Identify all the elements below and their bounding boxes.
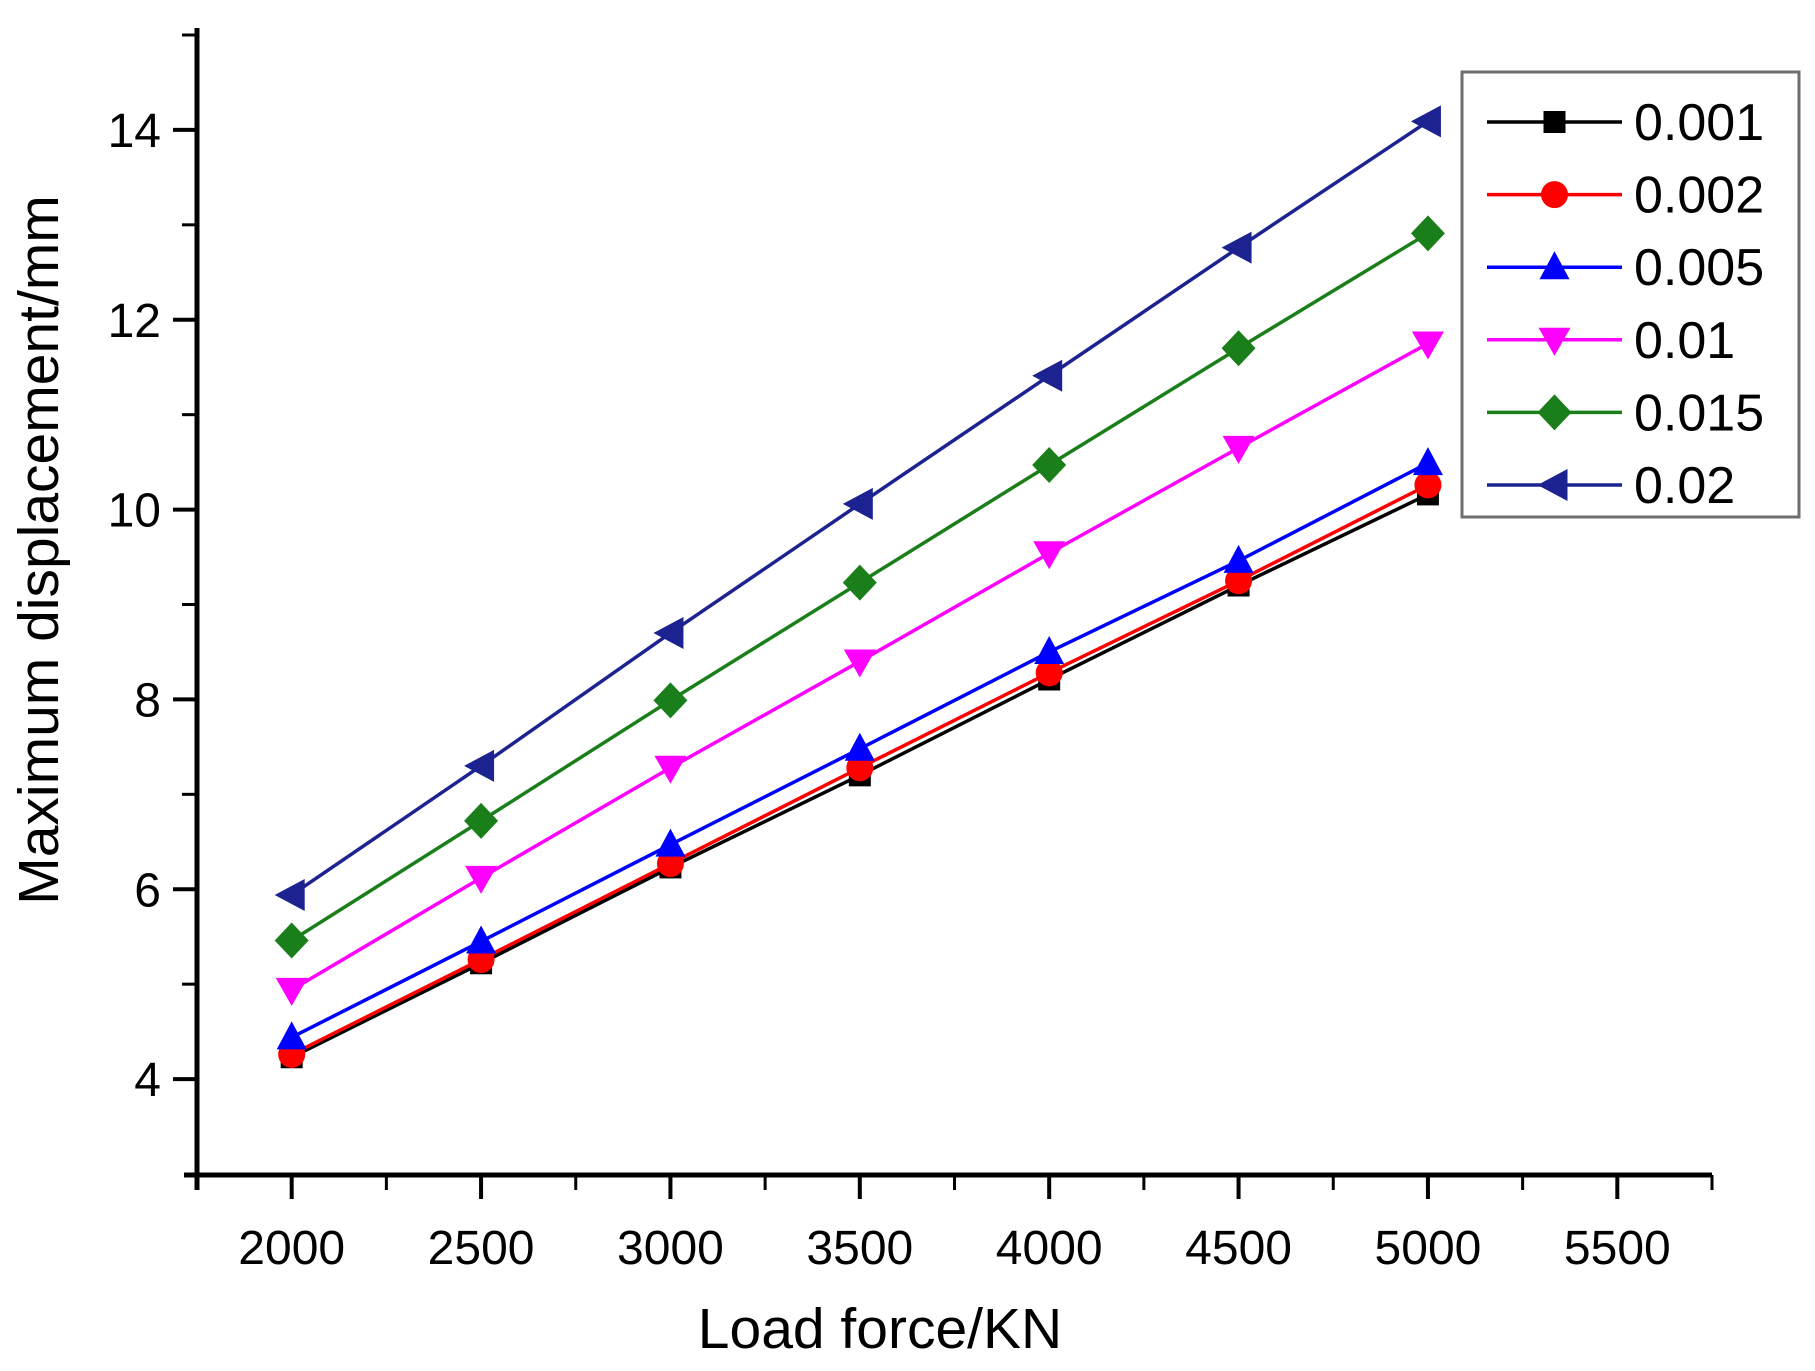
legend-entry: 0.001 [1487,94,1764,152]
data-point-marker [844,732,875,761]
y-tick-label: 4 [134,1054,161,1107]
data-point-marker [1032,359,1063,392]
data-point-marker [1538,327,1571,356]
data-point-marker [274,878,305,911]
data-point-marker [843,649,876,678]
data-point-marker [465,865,498,894]
data-point-marker [1223,544,1254,573]
data-series-layer [274,105,1445,1069]
data-point-marker [274,922,309,959]
x-axis-title: Load force/KN [698,1297,1062,1361]
data-point-marker [1411,331,1444,360]
legend-entry: 0.002 [1487,167,1764,225]
x-tick-label: 5000 [1375,1222,1482,1275]
x-tick-label: 4000 [996,1222,1103,1275]
y-tick-label: 12 [108,295,161,348]
data-point-marker [1410,105,1441,138]
legend-entry: 0.005 [1487,239,1764,297]
data-point-marker [1414,471,1442,499]
y-axis-title: Maximum displacement/mm [7,195,71,905]
data-point-marker [1537,469,1568,501]
data-point-marker [846,754,874,782]
legend: 0.001 0.002 0.005 0.01 0.015 0.02 [1460,70,1801,519]
x-tick-label: 5500 [1564,1222,1671,1275]
x-tick-label: 3500 [806,1222,913,1275]
series-0.015 [274,215,1445,959]
data-point-marker [842,564,877,601]
y-tick-label: 14 [108,105,161,158]
x-tick-label: 4500 [1185,1222,1292,1275]
data-point-marker [1034,635,1065,664]
legend-entry: 0.02 [1487,457,1735,515]
data-point-marker [653,682,688,719]
series-0.002 [278,471,1442,1068]
y-tick-label: 10 [108,485,161,538]
data-point-marker [1221,330,1256,367]
data-point-marker [1033,541,1066,570]
y-tick-label: 6 [134,864,161,917]
series-0.02 [274,105,1441,911]
data-point-marker [466,925,497,954]
data-point-marker [1539,251,1570,280]
x-tick-label: 3000 [617,1222,724,1275]
data-point-marker [1221,231,1252,264]
legend-box [1460,70,1801,519]
data-point-marker [1412,447,1443,476]
data-point-marker [464,802,499,839]
data-point-marker [464,749,495,782]
data-point-marker [275,977,308,1006]
legend-label: 0.001 [1634,94,1764,152]
data-point-marker [276,1021,307,1050]
y-tick-label: 8 [134,674,161,727]
series-0.005 [276,447,1443,1050]
data-point-marker [1410,215,1445,252]
data-point-marker [1225,567,1253,595]
data-point-marker [842,487,873,520]
x-tick-label: 2000 [238,1222,345,1275]
legend-label: 0.01 [1634,312,1735,370]
legend-label: 0.005 [1634,239,1764,297]
legend-label: 0.02 [1634,457,1735,515]
legend-label: 0.002 [1634,167,1764,225]
data-point-marker [1537,394,1572,431]
axes: 2000 2500 3000 3500 4000 4500 5000 5500 4 6 8 10 12 1… [108,28,1714,1275]
data-point-marker [654,755,687,784]
legend-label: 0.015 [1634,384,1764,442]
data-point-marker [1035,659,1063,687]
data-point-marker [1541,181,1568,209]
data-point-marker [1032,446,1067,483]
legend-entry: 0.015 [1487,384,1764,442]
x-tick-label: 2500 [428,1222,535,1275]
series-0.01 [275,331,1444,1006]
data-point-marker [655,828,686,857]
data-point-marker [1543,111,1566,133]
data-point-marker [1222,435,1255,464]
legend-entry: 0.01 [1487,312,1735,370]
data-point-marker [653,616,684,649]
data-point-marker [656,850,684,878]
